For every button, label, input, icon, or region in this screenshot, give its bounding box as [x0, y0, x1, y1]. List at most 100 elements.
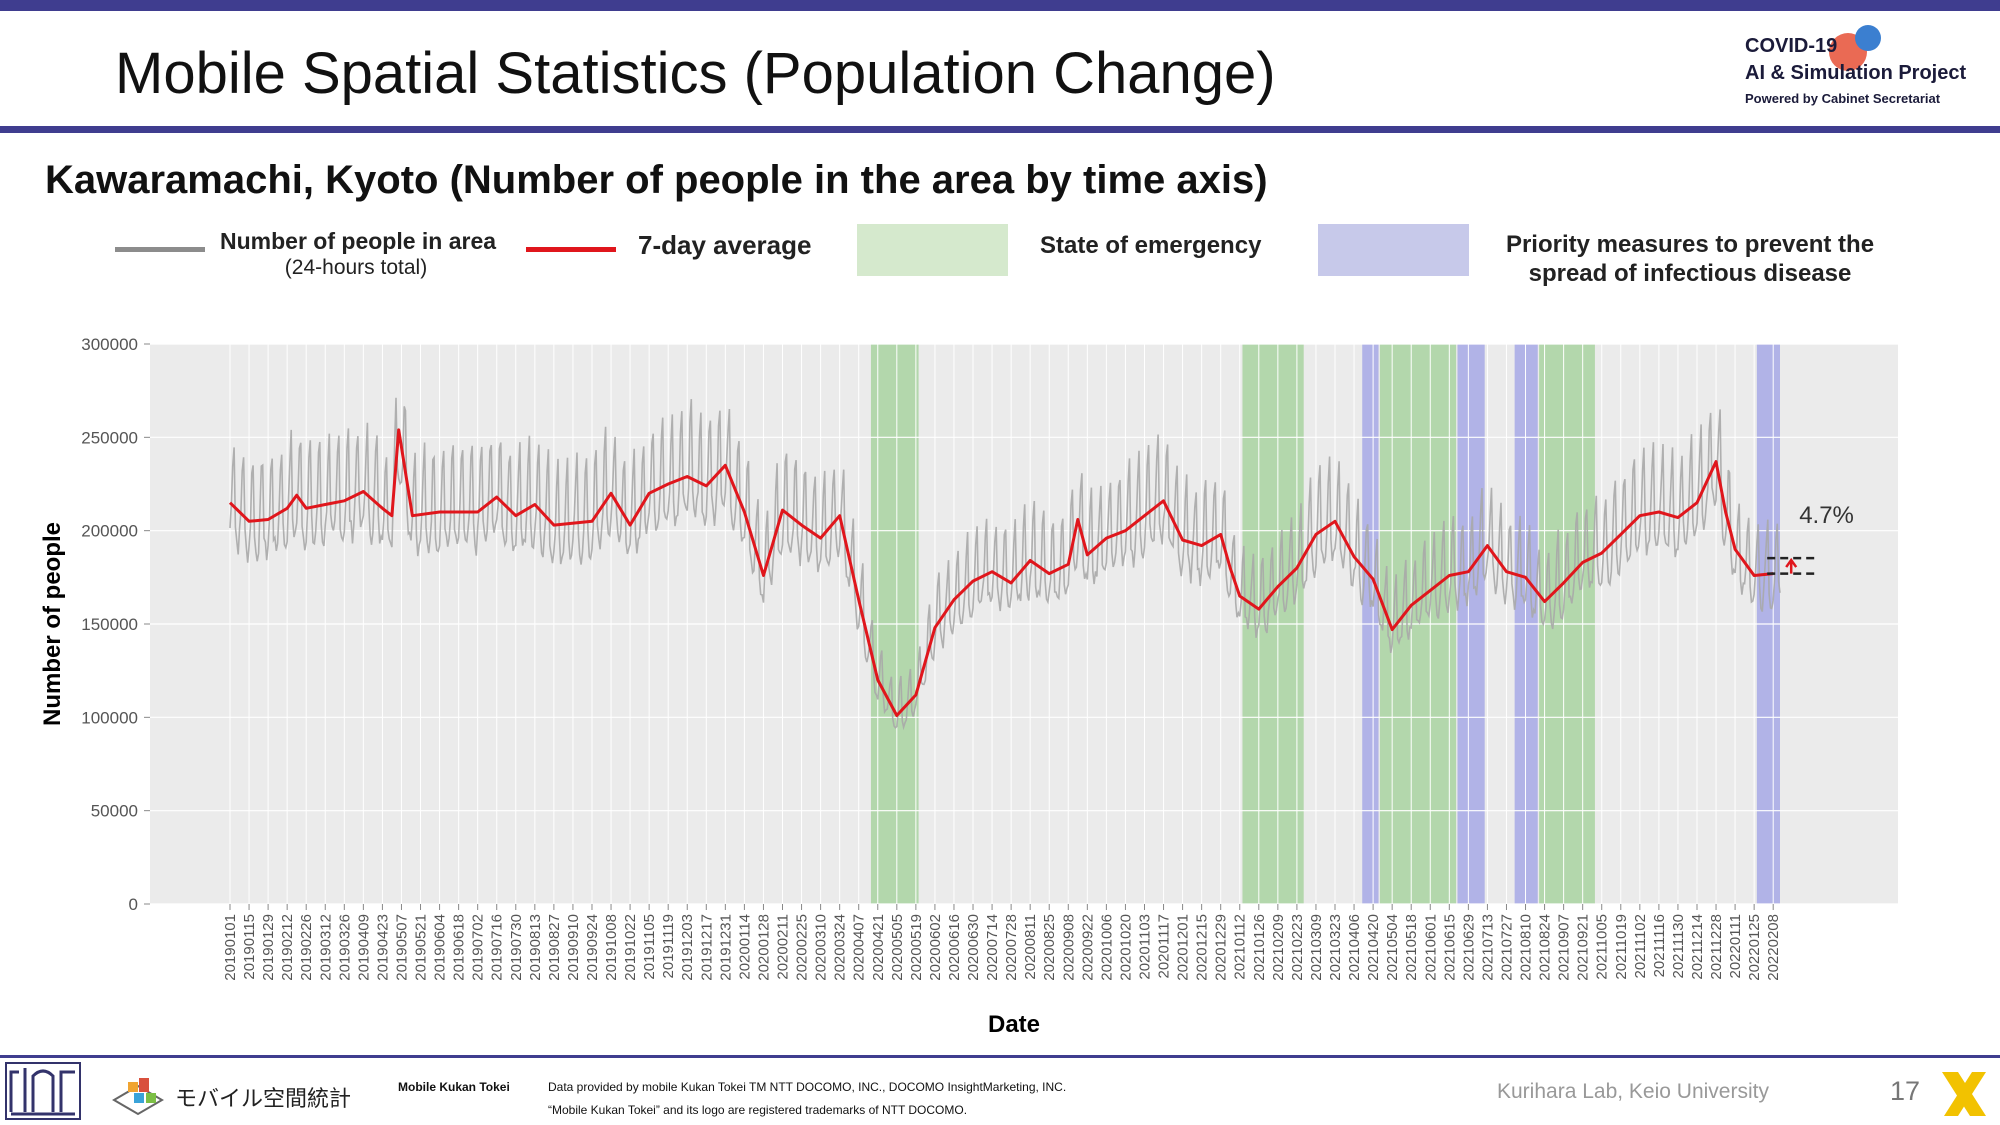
x-tick-label: 20200811 — [1022, 914, 1039, 980]
x-tick-label: 20210713 — [1479, 914, 1496, 981]
footer-brand: Mobile Kukan Tokei — [398, 1080, 510, 1094]
x-tick-label: 20190924 — [584, 914, 601, 981]
x-tick-label: 20200505 — [889, 914, 906, 981]
x-tick-label: 20190604 — [432, 914, 449, 981]
legend-priority-label-2: spread of infectious disease — [1528, 260, 1852, 287]
x-tick-label: 20190521 — [413, 914, 430, 981]
x-tick-label: 20211228 — [1708, 914, 1725, 980]
x-axis-label: Date — [988, 1011, 1040, 1038]
x-tick-label: 20210810 — [1518, 914, 1535, 981]
x-tick-label: 20211116 — [1651, 914, 1668, 977]
x-tick-label: 20190101 — [222, 914, 239, 981]
page-title: Mobile Spatial Statistics (Population Ch… — [115, 41, 1276, 106]
x-tick-label: 20210209 — [1270, 914, 1287, 981]
x-tick-label: 20200630 — [965, 914, 982, 981]
x-tick-label: 20200714 — [984, 914, 1001, 981]
legend-emergency-label: State of emergency — [1040, 232, 1262, 259]
x-tick-label: 20200602 — [927, 914, 944, 981]
y-tick-label: 50000 — [91, 802, 138, 821]
x-tick-label: 20191203 — [679, 914, 696, 981]
legend-priority-label-1: Priority measures to prevent the — [1505, 231, 1875, 258]
logo-blue-dot — [1855, 25, 1881, 51]
legend-daily-sublabel: (24-hours total) — [284, 256, 428, 279]
footer-credit-1: Data provided by mobile Kukan Tokei TM N… — [548, 1080, 1067, 1094]
y-axis-label: Number of people — [39, 522, 66, 726]
x-tick-label: 20200519 — [908, 914, 925, 981]
mobile-kukan-tokei-logo: モバイル空間統計 — [112, 1078, 351, 1116]
x-tick-label: 20200211 — [775, 914, 792, 980]
legend-daily-swatch — [115, 247, 205, 252]
x-tick-label: 20210309 — [1308, 914, 1325, 981]
legend-avg-swatch — [526, 247, 616, 252]
project-logo: COVID-19 AI & Simulation Project Powered… — [1745, 25, 1985, 115]
x-tick-label: 20201229 — [1213, 914, 1230, 981]
x-tick-label: 20191231 — [717, 914, 734, 981]
x-tick-label: 20211102 — [1632, 914, 1649, 979]
x-tick-label: 20190716 — [489, 914, 506, 981]
x-tick-label: 20200114 — [736, 914, 753, 980]
x-tick-label: 20211214 — [1689, 914, 1706, 980]
x-tick-label: 20200310 — [813, 914, 830, 981]
avg-line — [228, 428, 1774, 717]
x-tick-label: 20201117 — [1156, 914, 1173, 979]
x-tick-label: 20190702 — [470, 914, 487, 981]
y-tick-label: 300000 — [81, 335, 138, 354]
footer-credit-2: “Mobile Kukan Tokei” and its logo are re… — [548, 1103, 968, 1117]
x-tick-label: 20210323 — [1327, 914, 1344, 981]
x-tick-label: 20191105 — [641, 914, 658, 980]
anno-percent-label: 4.7% — [1799, 502, 1854, 529]
avg-series — [228, 428, 1774, 717]
x-tick-label: 20220111 — [1727, 914, 1744, 979]
x-tick-label: 20210921 — [1575, 914, 1592, 981]
x-tick-label: 20190226 — [298, 914, 315, 981]
x-tick-label: 20210504 — [1384, 914, 1401, 981]
footer-lab: Kurihara Lab, Keio University — [1497, 1080, 1769, 1103]
x-tick-label: 20211005 — [1594, 914, 1611, 980]
y-tick-label: 100000 — [81, 708, 138, 727]
x-tick-label: 20190910 — [565, 914, 582, 981]
x-tick-label: 20210126 — [1251, 914, 1268, 981]
x-tick-label: 20190326 — [336, 914, 353, 981]
x-tick-label: 20210112 — [1232, 914, 1249, 980]
x-tick-label: 20200225 — [794, 914, 811, 981]
x-tick-label: 20210406 — [1346, 914, 1363, 981]
x-tick-label: 20190827 — [546, 914, 563, 981]
x-tick-label: 20200922 — [1079, 914, 1096, 981]
legend-priority-swatch — [1318, 224, 1469, 276]
x-tick-label: 20200908 — [1060, 914, 1077, 981]
y-tick-label: 200000 — [81, 522, 138, 541]
x-tick-label: 20191217 — [698, 914, 715, 981]
x-tick-label: 20190730 — [508, 914, 525, 981]
chart-subtitle: Kawaramachi, Kyoto (Number of people in … — [45, 158, 1268, 202]
x-tick-label: 20200324 — [832, 914, 849, 981]
keio-logo — [5, 1062, 81, 1120]
x-tick-label: 20210420 — [1365, 914, 1382, 981]
x-tick-label: 20201201 — [1175, 914, 1192, 981]
x-tick-label: 20210601 — [1422, 914, 1439, 981]
x-logo-icon — [1942, 1072, 1986, 1116]
x-tick-label: 20191022 — [622, 914, 639, 981]
y-axis: 0 50000 100000 150000 200000 250000 300000 — [81, 335, 150, 914]
annotations: 4.7% — [1767, 502, 1854, 575]
legend-emergency-swatch — [857, 224, 1008, 276]
anno-arrow — [1785, 557, 1798, 574]
x-tick-label: 20200407 — [851, 914, 868, 981]
footer-logo-text: モバイル空間統計 — [175, 1087, 351, 1112]
x-tick-label: 20190115 — [241, 914, 258, 980]
legend-daily-label: Number of people in area — [220, 228, 497, 254]
legend-avg-label: 7-day average — [638, 230, 812, 260]
x-tick-label: 20191008 — [603, 914, 620, 981]
x-tick-label: 20200128 — [755, 914, 772, 981]
x-tick-label: 20210824 — [1537, 914, 1554, 981]
page-number: 17 — [1890, 1076, 1921, 1106]
x-tick-label: 20210223 — [1289, 914, 1306, 981]
x-tick-label: 20201103 — [1136, 914, 1153, 980]
x-tick-label: 20190507 — [393, 914, 410, 981]
logo-line1: COVID-19 — [1745, 35, 1838, 57]
x-axis: 20190101 20190115 20190129 20190212 20190226… — [222, 904, 1782, 981]
title-rule — [0, 126, 2000, 133]
x-tick-label: 20201215 — [1194, 914, 1211, 981]
x-tick-label: 20200825 — [1041, 914, 1058, 981]
x-tick-label: 20190409 — [355, 914, 372, 981]
x-tick-label: 20190423 — [374, 914, 391, 981]
